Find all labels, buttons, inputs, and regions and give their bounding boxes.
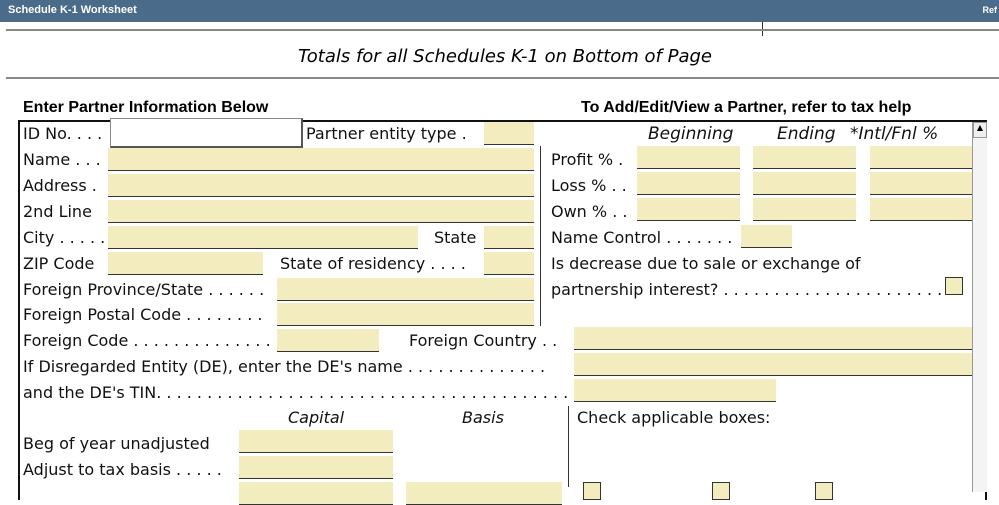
foreign-country-label: Foreign Country . .	[409, 331, 558, 350]
zip-label: ZIP Code	[23, 254, 95, 273]
ending-header: Ending	[777, 124, 836, 144]
id-input[interactable]	[110, 118, 303, 148]
city-field[interactable]	[108, 226, 418, 249]
beg-year-label: Beg of year unadjusted	[23, 434, 210, 453]
de-tin-field[interactable]	[574, 379, 776, 402]
second-line-label: 2nd Line	[23, 202, 92, 221]
foreign-province-field[interactable]	[277, 278, 534, 301]
foreign-code-field[interactable]	[277, 329, 379, 352]
ref-label[interactable]: Ref	[982, 5, 997, 15]
loss-ending-field[interactable]	[753, 172, 856, 195]
name-control-label: Name Control . . . . . . .	[551, 228, 733, 247]
divider	[6, 77, 999, 79]
profit-ending-field[interactable]	[753, 146, 856, 169]
checkbox[interactable]	[712, 482, 730, 500]
name-label: Name . . .	[23, 150, 101, 169]
own-beginning-field[interactable]	[637, 198, 740, 221]
basis-field[interactable]	[406, 482, 562, 505]
city-label: City . . . . .	[23, 228, 106, 247]
address-label: Address .	[23, 176, 97, 195]
capital-header: Capital	[288, 408, 345, 427]
adjust-label: Adjust to tax basis . . . . .	[23, 460, 222, 479]
beg-year-capital-field[interactable]	[239, 430, 393, 453]
state-label: State	[434, 228, 477, 247]
adjust-capital-field[interactable]	[239, 456, 393, 479]
profit-intl-field[interactable]	[870, 146, 972, 169]
partner-entity-type-label: Partner entity type .	[306, 124, 467, 143]
basis-header: Basis	[462, 408, 504, 427]
check-boxes-label: Check applicable boxes:	[577, 408, 771, 427]
partner-entity-type-field[interactable]	[484, 122, 534, 145]
name-control-field[interactable]	[741, 225, 792, 248]
state-residency-label: State of residency . . . .	[280, 254, 466, 273]
loss-label: Loss % . .	[551, 176, 627, 195]
profit-beginning-field[interactable]	[637, 146, 740, 169]
second-line-field[interactable]	[108, 200, 534, 223]
decrease-question-line2: partnership interest? . . . . . . . . . …	[551, 280, 953, 299]
own-label: Own % . .	[551, 202, 628, 221]
scroll-up-icon[interactable]: ▲	[973, 122, 987, 138]
capital-field[interactable]	[239, 482, 393, 505]
de-name-field[interactable]	[574, 353, 972, 376]
checkbox[interactable]	[583, 482, 601, 500]
divider	[568, 406, 569, 487]
beginning-header: Beginning	[648, 124, 734, 144]
divider	[6, 29, 999, 31]
foreign-country-field[interactable]	[574, 327, 972, 350]
foreign-postal-label: Foreign Postal Code . . . . . . . .	[23, 305, 263, 324]
window-title: Schedule K-1 Worksheet	[8, 4, 137, 16]
own-intl-field[interactable]	[870, 198, 972, 221]
checkbox[interactable]	[815, 482, 833, 500]
scrollbar[interactable]: ▲	[972, 122, 987, 492]
state-field[interactable]	[484, 226, 534, 249]
de-name-label: If Disregarded Entity (DE), enter the DE…	[23, 357, 546, 376]
left-heading: Enter Partner Information Below	[23, 99, 269, 116]
loss-intl-field[interactable]	[870, 172, 972, 195]
zip-field[interactable]	[108, 252, 263, 275]
foreign-code-label: Foreign Code . . . . . . . . . . . . . .…	[23, 331, 281, 350]
address-field[interactable]	[108, 174, 534, 197]
state-residency-field[interactable]	[484, 252, 534, 275]
loss-beginning-field[interactable]	[637, 172, 740, 195]
decrease-question: Is decrease due to sale or exchange of	[551, 254, 861, 273]
de-tin-label: and the DE's TIN. . . . . . . . . . . . …	[23, 383, 571, 402]
id-label: ID No. . . .	[23, 124, 103, 143]
right-heading: To Add/Edit/View a Partner, refer to tax…	[581, 99, 912, 116]
divider	[540, 146, 541, 326]
decrease-checkbox[interactable]	[945, 277, 963, 295]
foreign-postal-field[interactable]	[277, 303, 534, 326]
intl-fnl-header: *Intl/Fnl %	[850, 124, 939, 144]
own-ending-field[interactable]	[753, 198, 856, 221]
title-bar: Schedule K-1 Worksheet Ref	[0, 0, 999, 22]
profit-label: Profit % .	[551, 150, 624, 169]
banner-text: Totals for all Schedules K-1 on Bottom o…	[297, 46, 713, 67]
foreign-province-label: Foreign Province/State . . . . . .	[23, 280, 265, 299]
name-field[interactable]	[108, 148, 534, 171]
